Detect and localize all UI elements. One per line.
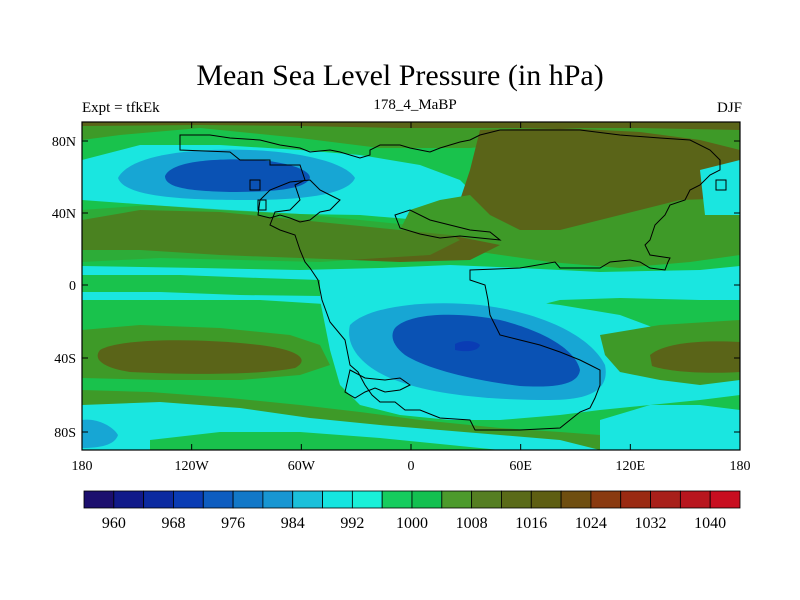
colorbar-swatch bbox=[232, 490, 264, 509]
colorbar-swatch bbox=[620, 490, 651, 509]
pressure-field bbox=[82, 122, 740, 450]
y-axis: 80N 40N 0 40S 80S bbox=[52, 135, 740, 441]
y-tick-label: 40N bbox=[52, 207, 76, 222]
colorbar: 960 968 976 984 992 1000 1008 1016 1024 1032 1040 bbox=[83, 490, 741, 532]
south-darkest-low bbox=[455, 341, 480, 352]
colorbar-swatch bbox=[650, 490, 681, 509]
x-tick-label: 180 bbox=[72, 459, 93, 474]
colorbar-swatch bbox=[530, 490, 562, 509]
y-tick-label: 80S bbox=[54, 426, 76, 441]
colorbar-swatch bbox=[411, 490, 443, 509]
y-tick-label: 80N bbox=[52, 135, 76, 150]
x-axis: 180 120W 60W 0 60E 120E 180 bbox=[72, 122, 751, 474]
colorbar-swatch bbox=[471, 490, 502, 509]
colorbar-label: 992 bbox=[340, 515, 364, 532]
plot-title: Mean Sea Level Pressure (in hPa) bbox=[196, 59, 604, 92]
colorbar-swatch bbox=[113, 490, 145, 509]
colorbar-swatch bbox=[381, 490, 413, 509]
x-tick-label: 180 bbox=[730, 459, 751, 474]
south-high-west-core bbox=[97, 340, 302, 374]
north-landmass-outline bbox=[179, 129, 721, 431]
colorbar-swatch bbox=[83, 490, 115, 509]
east-cyan bbox=[700, 160, 740, 215]
colorbar-swatch bbox=[501, 490, 532, 509]
colorbar-swatch bbox=[292, 490, 323, 509]
colorbar-label: 1032 bbox=[635, 515, 667, 532]
colorbar-label: 984 bbox=[281, 515, 305, 532]
colorbar-label: 960 bbox=[102, 515, 126, 532]
colorbar-swatch bbox=[143, 490, 174, 509]
x-tick-label: 60E bbox=[509, 459, 532, 474]
colorbar-swatch bbox=[262, 490, 294, 509]
colorbar-swatch bbox=[560, 490, 592, 509]
north-subtropic-green bbox=[82, 205, 460, 262]
colorbar-swatch bbox=[679, 490, 711, 509]
atlantic-coast-outline bbox=[257, 179, 341, 223]
colorbar-swatch bbox=[202, 490, 234, 509]
continent-outlines bbox=[179, 129, 727, 431]
south-east-cyan bbox=[600, 405, 740, 450]
southern-ocean-light bbox=[150, 432, 500, 450]
colorbar-swatch bbox=[709, 490, 741, 509]
colorbar-swatch bbox=[173, 490, 204, 509]
small-island-outline-2 bbox=[249, 179, 261, 191]
south-corner-low bbox=[82, 419, 118, 448]
y-tick-label: 40S bbox=[54, 352, 76, 367]
colorbar-label: 1024 bbox=[575, 515, 607, 532]
colorbar-swatch bbox=[322, 490, 353, 509]
aleutian-low bbox=[165, 159, 310, 192]
europe-outline bbox=[394, 209, 502, 241]
equatorial-green bbox=[82, 275, 320, 296]
colorbar-label: 976 bbox=[221, 515, 245, 532]
small-island-outline bbox=[257, 199, 267, 211]
south-deep-low bbox=[392, 314, 580, 387]
x-tick-label: 60W bbox=[288, 459, 316, 474]
colorbar-swatch bbox=[590, 490, 622, 509]
colorbar-swatch bbox=[351, 490, 383, 509]
x-tick-label: 120E bbox=[616, 459, 646, 474]
colorbar-label: 1000 bbox=[396, 515, 428, 532]
x-tick-label: 120W bbox=[175, 459, 210, 474]
y-tick-label: 0 bbox=[69, 279, 76, 294]
colorbar-label: 1040 bbox=[694, 515, 726, 532]
experiment-label: Expt = tfkEk bbox=[82, 100, 160, 116]
season-label: DJF bbox=[716, 100, 742, 116]
colorbar-label: 1008 bbox=[456, 515, 488, 532]
x-tick-label: 0 bbox=[408, 459, 415, 474]
south-landmass-outline bbox=[344, 369, 411, 399]
colorbar-label: 968 bbox=[161, 515, 185, 532]
period-label: 178_4_MaBP bbox=[373, 97, 457, 113]
south-high-east-core bbox=[650, 341, 740, 373]
east-island-outline bbox=[715, 179, 727, 191]
colorbar-swatch bbox=[441, 490, 473, 509]
colorbar-label: 1016 bbox=[515, 515, 547, 532]
